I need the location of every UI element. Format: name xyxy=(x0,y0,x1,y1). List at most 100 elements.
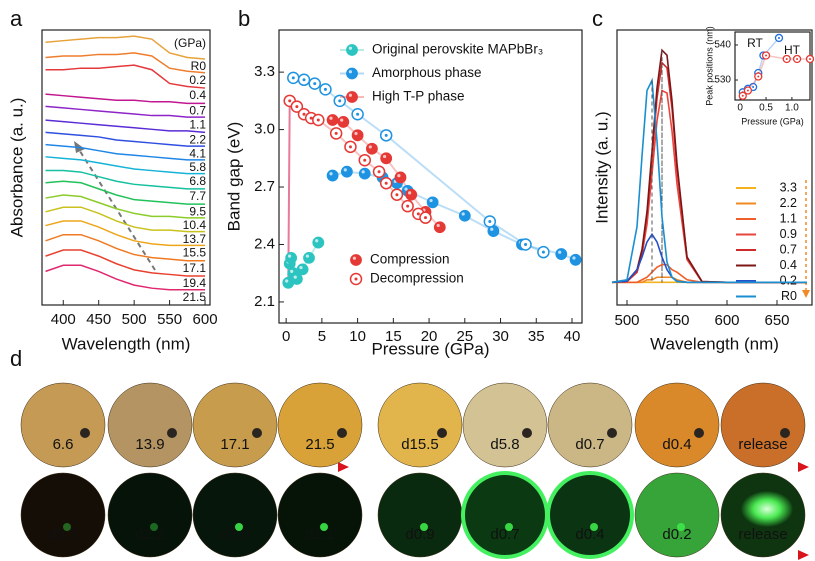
marker-center xyxy=(488,220,492,224)
marker-center xyxy=(384,133,388,137)
marker-highlight xyxy=(285,279,289,283)
marker-center xyxy=(406,204,410,208)
marker-highlight xyxy=(382,154,387,159)
marker-highlight xyxy=(404,187,408,191)
spectrum-line xyxy=(45,169,206,190)
spectrum-line xyxy=(45,143,206,161)
spectrum-line xyxy=(611,232,807,284)
spectrum-line xyxy=(611,77,807,284)
x-tick-label: 600 xyxy=(193,311,218,328)
legend-label: 0.2 xyxy=(189,73,206,87)
legend-label: 0.4 xyxy=(189,88,206,102)
glow-region xyxy=(741,491,793,527)
marker-center xyxy=(356,112,360,116)
x-tick-label: 500 xyxy=(614,312,639,329)
legend-marker xyxy=(350,254,362,266)
y-tick-label: 2.7 xyxy=(254,178,275,195)
data-point xyxy=(405,188,418,201)
x-tick-label: 0 xyxy=(282,328,290,345)
photo-label: d0.7 xyxy=(490,526,519,543)
x-tick-label: 5 xyxy=(318,328,326,345)
legend-label: 2.2 xyxy=(780,196,797,210)
photo-label: release xyxy=(738,436,787,453)
data-point xyxy=(312,236,325,249)
legend-title: (GPa) xyxy=(174,36,206,50)
data-point xyxy=(555,248,568,260)
spectrum-line xyxy=(45,194,206,219)
legend-label: 0.2 xyxy=(780,273,797,287)
legend-label: 5.8 xyxy=(189,160,206,174)
marker-center xyxy=(377,170,381,174)
photo-label: d0.2 xyxy=(662,526,691,543)
spectrum-line xyxy=(45,119,206,134)
marker-center xyxy=(313,82,317,86)
x-tick-label: 30 xyxy=(492,328,509,345)
marker-center xyxy=(541,250,545,254)
spectrum-line xyxy=(45,220,206,247)
y-tick-label: 2.4 xyxy=(254,235,275,252)
marker-highlight xyxy=(305,254,310,258)
sample-photo xyxy=(377,472,463,558)
marker-center xyxy=(416,212,420,216)
marker-center xyxy=(395,193,399,197)
x-tick-label: 20 xyxy=(421,328,438,345)
marker-highlight xyxy=(361,170,365,174)
y-tick-label: 540 xyxy=(714,40,731,51)
data-point xyxy=(296,263,309,276)
marker-highlight xyxy=(558,250,562,254)
legend-label: 10.4 xyxy=(183,218,207,232)
marker-center xyxy=(746,89,749,92)
legend-marker xyxy=(346,44,358,56)
marker-highlight xyxy=(329,116,333,120)
marker-highlight xyxy=(293,275,297,279)
x-axis-label: Pressure (GPa) xyxy=(741,116,804,126)
sample-photo xyxy=(720,382,806,468)
series-label: RT xyxy=(747,36,763,50)
sample-particle xyxy=(252,428,262,438)
legend-label: 3.3 xyxy=(780,180,797,194)
glow-spot xyxy=(235,523,243,531)
glow-spot xyxy=(590,523,598,531)
sample-photo xyxy=(462,382,548,468)
marker-highlight xyxy=(343,168,347,172)
connect-line xyxy=(332,170,576,261)
marker-highlight xyxy=(348,70,352,74)
marker-highlight xyxy=(572,256,576,260)
sample-particle xyxy=(167,428,177,438)
data-point xyxy=(326,169,339,182)
sample-photo xyxy=(377,382,463,468)
photo-label: 13.9 xyxy=(135,436,164,453)
spectrum-line xyxy=(45,264,206,291)
marker-center xyxy=(765,54,768,57)
legend-label: R0 xyxy=(191,59,207,73)
sample-photo xyxy=(546,471,634,559)
y-axis-label: Absorbance (a. u.) xyxy=(7,98,26,238)
x-tick-label: 0.5 xyxy=(759,103,773,114)
sample-photo xyxy=(107,472,193,558)
marker-center xyxy=(302,112,306,116)
marker-center xyxy=(288,99,292,103)
x-tick-label: 25 xyxy=(456,328,473,345)
marker-center xyxy=(354,277,358,281)
legend-label: High T-P phase xyxy=(372,89,465,104)
panel-letter: b xyxy=(238,6,250,31)
marker-highlight xyxy=(429,198,433,203)
glow-spot xyxy=(320,523,328,531)
marker-center xyxy=(309,116,313,120)
sample-photo xyxy=(192,382,278,468)
legend-label: 1.1 xyxy=(780,211,797,225)
transition-line xyxy=(287,100,291,283)
x-tick-label: 1.0 xyxy=(785,103,799,114)
sequence-arrow-head xyxy=(798,550,809,560)
panel-letter: c xyxy=(592,6,603,31)
spectrum-line xyxy=(45,52,206,74)
marker-highlight xyxy=(287,254,292,258)
legend-label: 2.2 xyxy=(189,133,206,147)
photo-label: d1.1 xyxy=(305,526,334,543)
photo-label: d5.8 xyxy=(490,436,519,453)
legend-label: 17.1 xyxy=(183,261,207,275)
sample-photo xyxy=(277,472,363,558)
legend-arrow-head xyxy=(802,290,810,298)
marker-highlight xyxy=(329,172,333,176)
